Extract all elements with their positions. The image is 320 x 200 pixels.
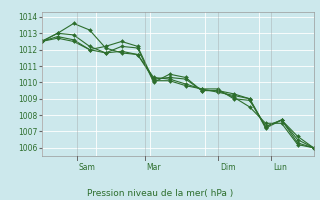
Text: Sam: Sam — [79, 163, 95, 172]
Text: Dim: Dim — [220, 163, 236, 172]
Text: Pression niveau de la mer( hPa ): Pression niveau de la mer( hPa ) — [87, 189, 233, 198]
Text: Mar: Mar — [147, 163, 161, 172]
Text: Lun: Lun — [273, 163, 287, 172]
